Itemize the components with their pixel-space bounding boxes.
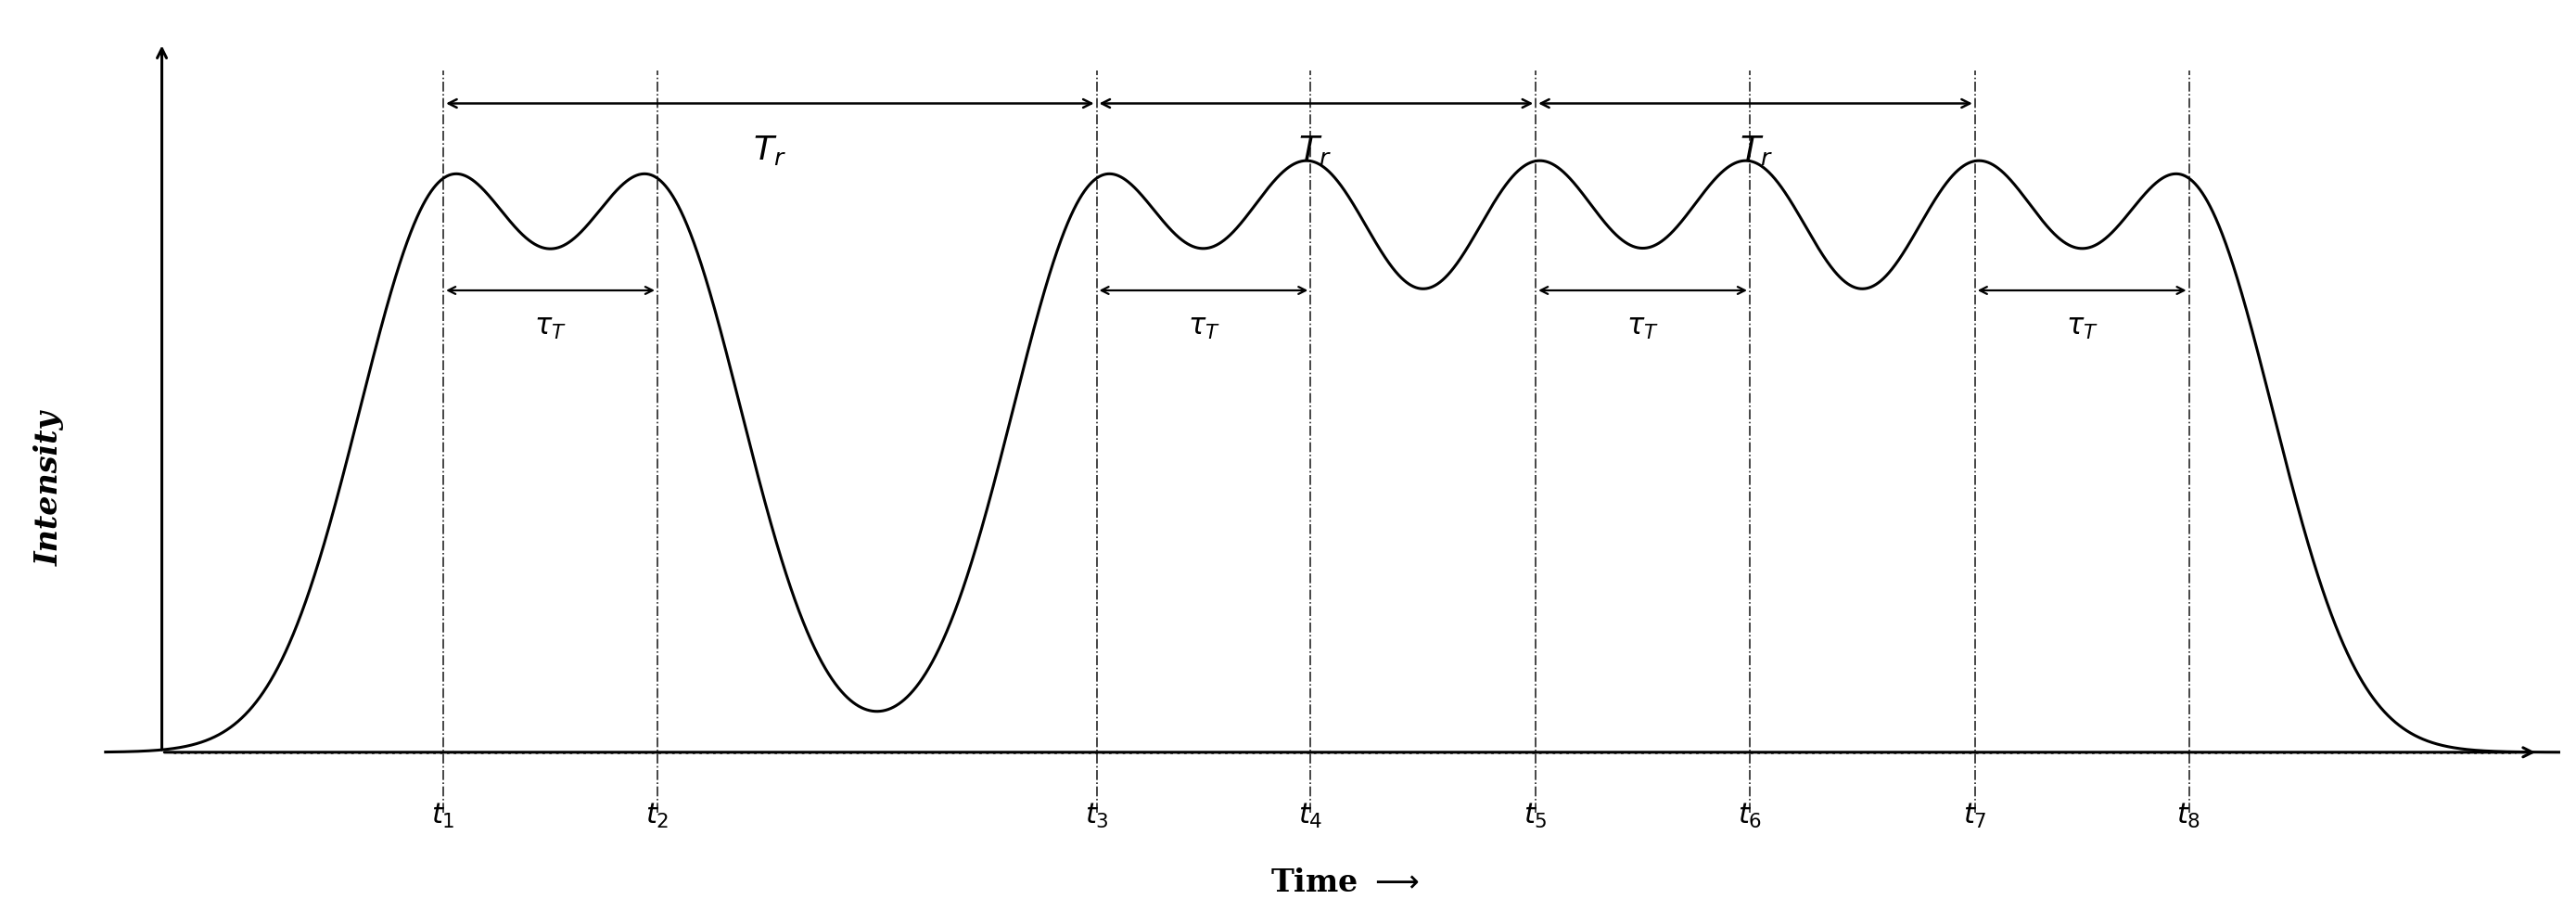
Text: $t_3$: $t_3$ xyxy=(1084,802,1108,831)
Text: $\tau_T$: $\tau_T$ xyxy=(533,313,567,341)
Text: $\tau_T$: $\tau_T$ xyxy=(1188,313,1218,341)
Text: Intensity: Intensity xyxy=(33,411,64,565)
Text: $T_r$: $T_r$ xyxy=(1739,134,1772,167)
Text: $t_1$: $t_1$ xyxy=(433,802,456,831)
Text: $\tau_T$: $\tau_T$ xyxy=(1625,313,1659,341)
Text: $t_6$: $t_6$ xyxy=(1739,802,1762,831)
Text: $t_2$: $t_2$ xyxy=(647,802,670,831)
Text: Time $\longrightarrow$: Time $\longrightarrow$ xyxy=(1270,867,1419,898)
Text: $T_r$: $T_r$ xyxy=(752,134,786,167)
Text: $t_5$: $t_5$ xyxy=(1525,802,1548,831)
Text: $\tau_T$: $\tau_T$ xyxy=(2066,313,2097,341)
Text: $T_r$: $T_r$ xyxy=(1298,134,1332,167)
Text: $t_7$: $t_7$ xyxy=(1963,802,1986,831)
Text: $t_4$: $t_4$ xyxy=(1298,802,1321,831)
Text: $t_8$: $t_8$ xyxy=(2177,802,2200,831)
